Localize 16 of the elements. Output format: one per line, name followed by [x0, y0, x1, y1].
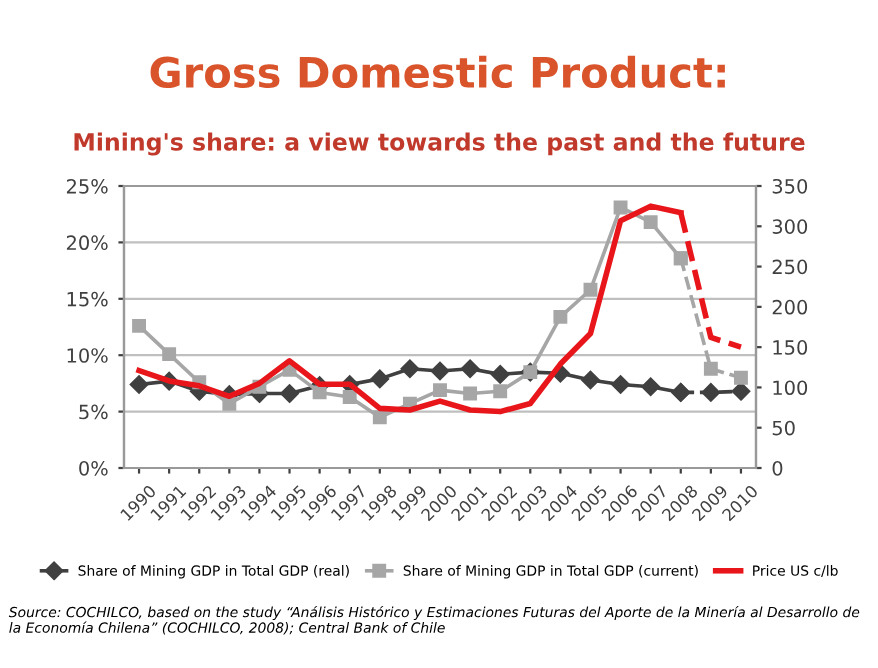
chart-title: Gross Domestic Product:: [150, 55, 725, 89]
y-tick-label: 15%: [67, 291, 108, 307]
y2-tick-label: 300: [772, 219, 808, 234]
y-tick-label: 0%: [79, 460, 108, 476]
y2-tick-label: 350: [772, 178, 808, 194]
y2-tick-label: 150: [773, 340, 808, 355]
y2-tick-label: 100: [773, 380, 808, 396]
chart-subtitle: Mining's share: a view towards the past and the future: [74, 132, 805, 156]
y2-tick-label: 200: [772, 299, 808, 315]
y2-tick-label: 250: [772, 259, 808, 275]
y-tick-label: 10%: [67, 348, 108, 363]
y-tick-label: 5%: [79, 404, 108, 420]
y2-tick-label: 50: [772, 420, 795, 436]
y2-tick-label: 0: [772, 460, 783, 476]
y-tick-label: 25%: [66, 178, 108, 194]
y-tick-label: 20%: [66, 235, 108, 251]
